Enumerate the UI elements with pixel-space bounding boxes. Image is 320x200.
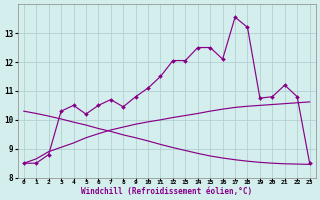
X-axis label: Windchill (Refroidissement éolien,°C): Windchill (Refroidissement éolien,°C) xyxy=(81,187,252,196)
